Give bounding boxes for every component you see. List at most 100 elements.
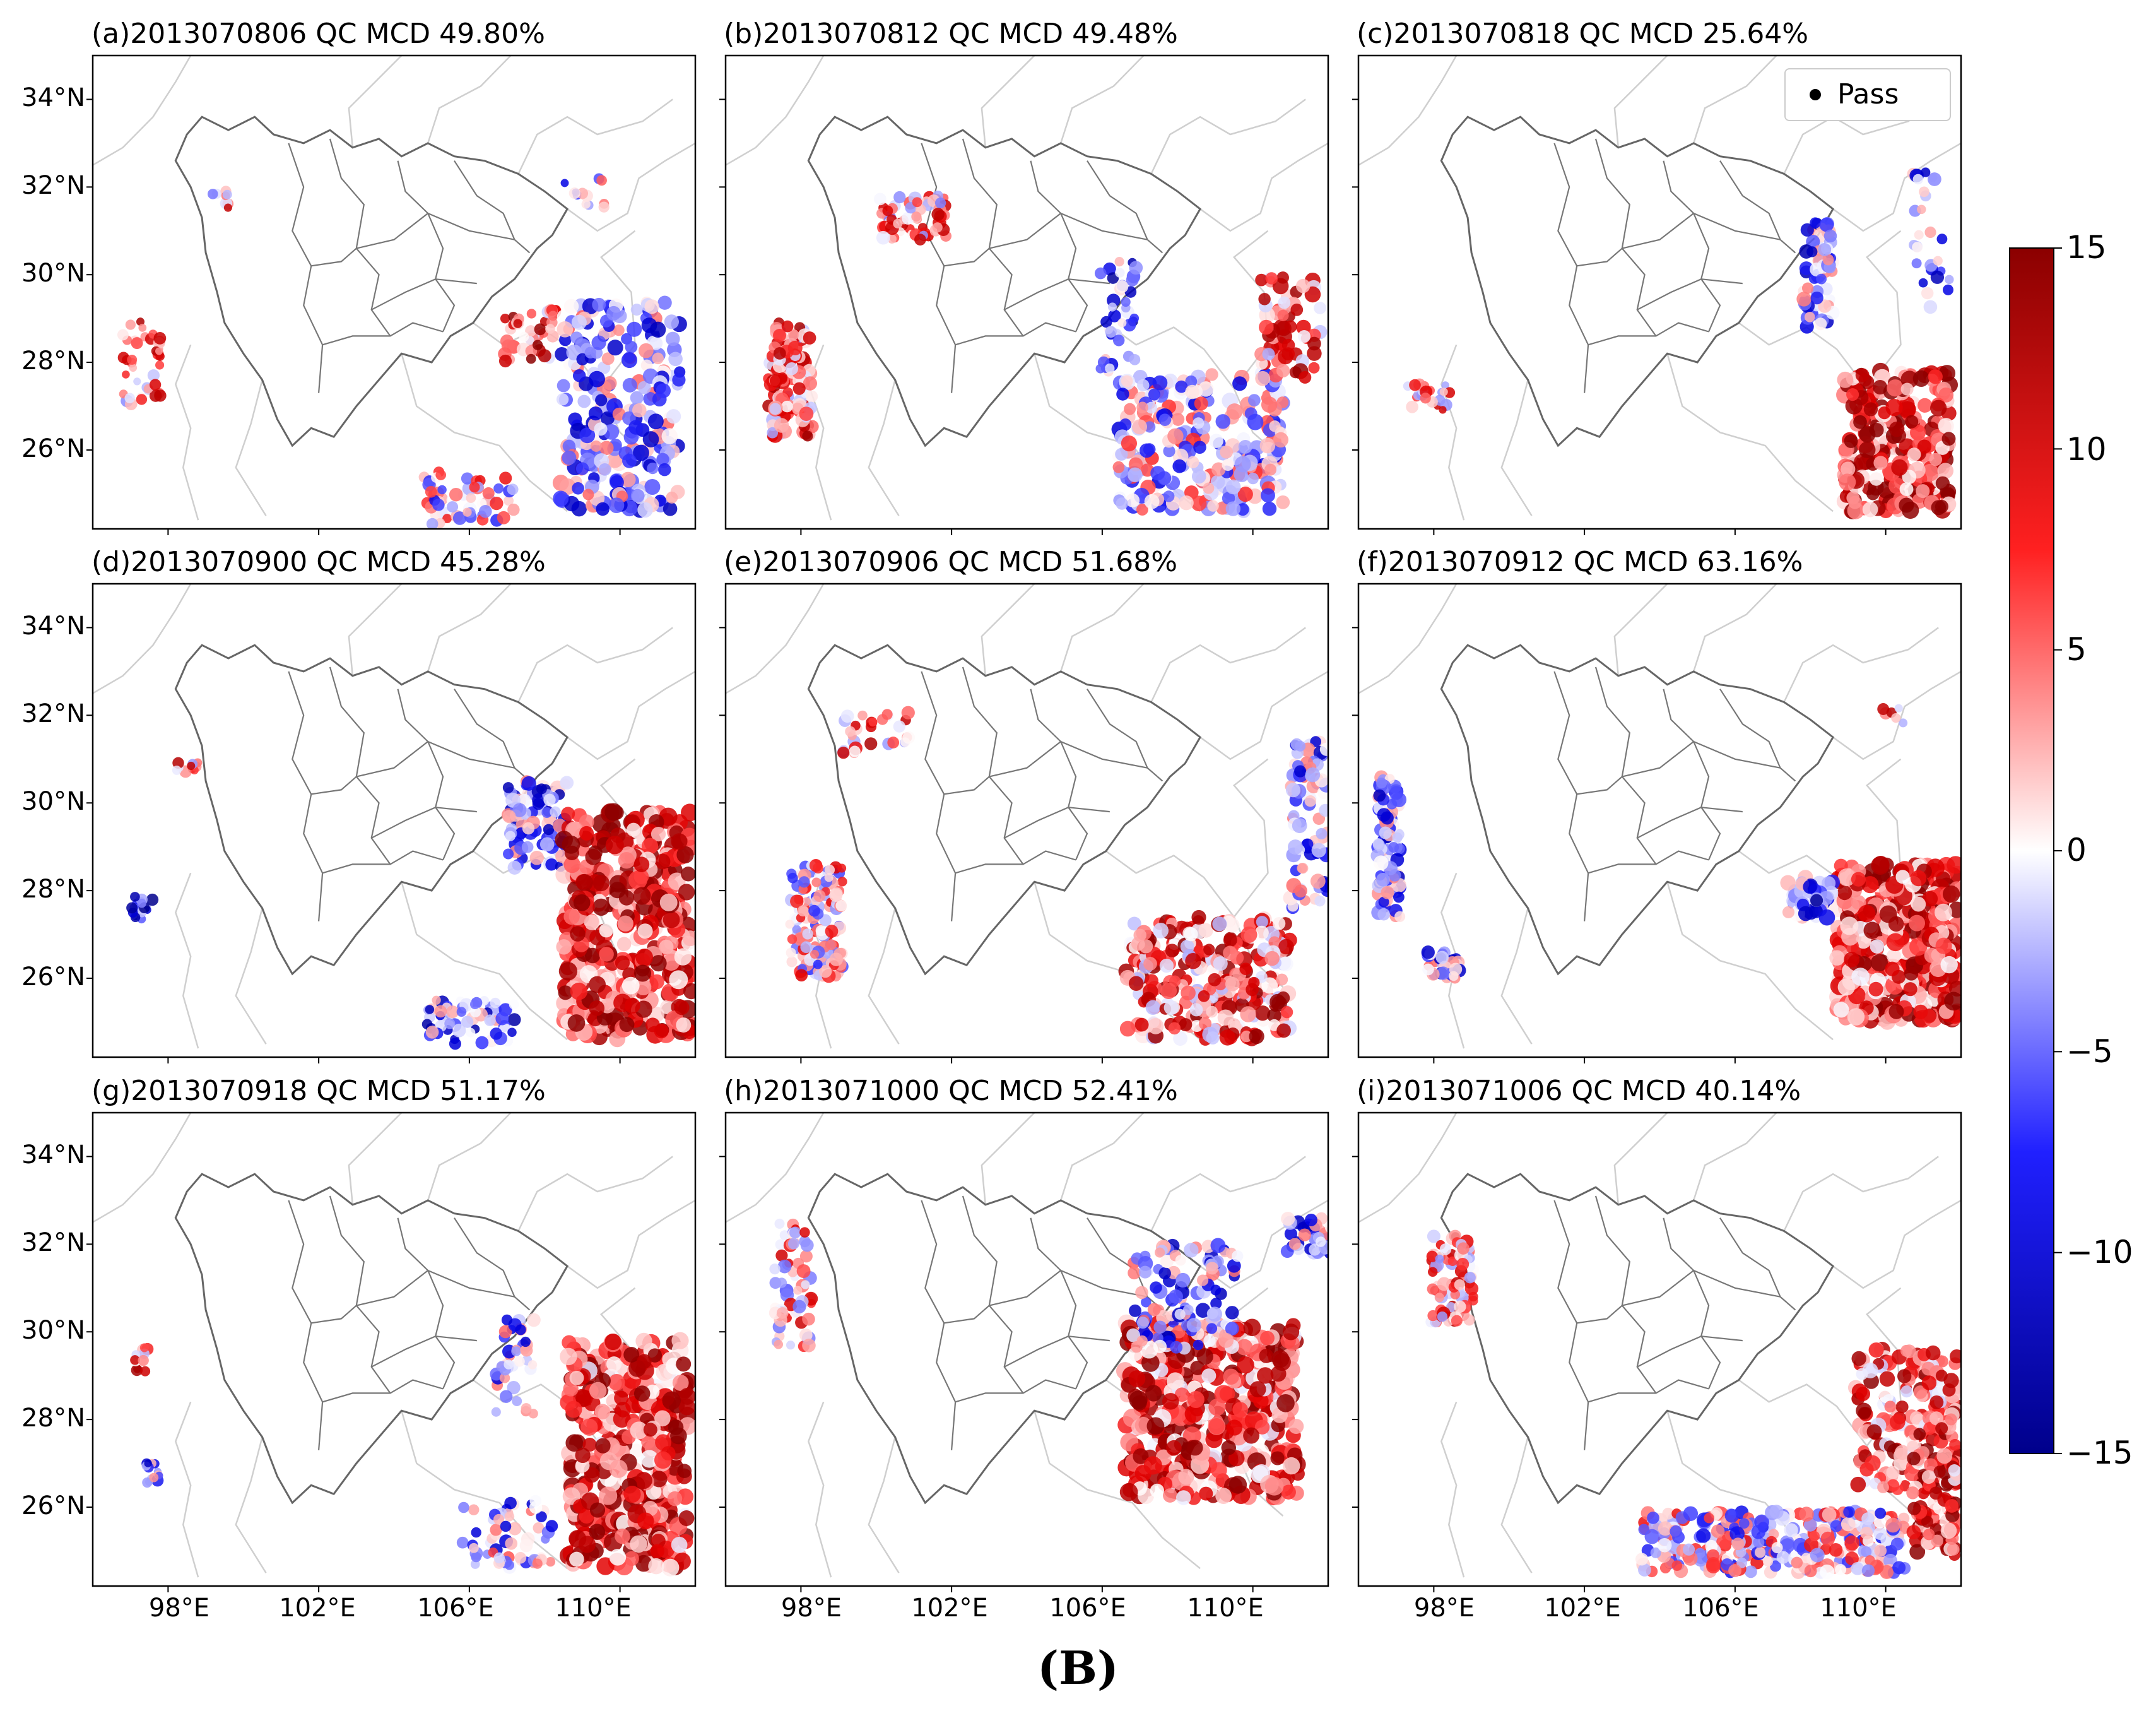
observation-point <box>584 915 600 930</box>
observation-point <box>508 1522 522 1536</box>
observation-point <box>1134 1017 1149 1032</box>
observation-point <box>1196 1348 1213 1365</box>
observation-point <box>1427 1229 1440 1243</box>
observation-point <box>434 1005 447 1018</box>
observation-point <box>503 848 514 860</box>
observation-point <box>642 1501 658 1517</box>
observation-point <box>1295 740 1306 752</box>
observation-point <box>572 482 584 495</box>
observation-point <box>1298 1228 1311 1241</box>
prefecture-boundary <box>944 1305 990 1324</box>
observation-point <box>1144 494 1160 509</box>
observation-point <box>138 1354 149 1366</box>
observation-point <box>519 331 529 342</box>
observation-point <box>650 955 667 972</box>
observation-point <box>1128 1266 1141 1280</box>
observation-point <box>657 295 672 310</box>
map-background <box>1358 1113 1961 1586</box>
observation-point <box>570 331 583 345</box>
observation-point <box>582 488 594 500</box>
observation-point <box>153 332 167 345</box>
observation-point <box>1393 891 1405 903</box>
observation-point <box>1427 1283 1439 1295</box>
observation-point <box>1257 1367 1274 1384</box>
neighbor-boundary <box>174 872 199 1049</box>
observation-point <box>1314 896 1326 907</box>
observation-point <box>629 1443 644 1458</box>
observation-point <box>803 331 816 345</box>
observation-point <box>802 928 813 940</box>
observation-point <box>1816 273 1827 285</box>
observation-point <box>493 1552 505 1564</box>
observation-point <box>1259 437 1276 454</box>
observation-point <box>1801 282 1814 294</box>
observation-point <box>811 877 822 887</box>
observation-point <box>1864 1455 1881 1472</box>
observation-point <box>1837 868 1856 887</box>
province-boundary <box>807 644 1202 976</box>
observation-point <box>1941 432 1956 446</box>
observation-point <box>1288 839 1303 855</box>
observation-point <box>1243 1427 1260 1444</box>
observation-point <box>534 323 546 336</box>
observation-point <box>1203 482 1215 494</box>
observation-point <box>1203 1334 1216 1347</box>
observation-point <box>1205 1431 1223 1448</box>
observation-point <box>137 898 146 908</box>
observation-point <box>1919 186 1929 198</box>
observation-point <box>572 369 586 382</box>
observation-point <box>819 964 832 978</box>
observation-point <box>1929 453 1943 466</box>
observation-point <box>1822 876 1836 891</box>
observation-point <box>598 201 610 213</box>
observation-point <box>1913 1004 1928 1019</box>
observation-points <box>769 1212 1328 1506</box>
observation-point <box>1210 1298 1222 1310</box>
observation-point <box>813 889 826 903</box>
observation-point <box>520 1336 531 1347</box>
observation-point <box>1319 742 1328 756</box>
observation-point <box>1301 838 1314 851</box>
observation-point <box>1264 950 1280 966</box>
observation-point <box>1420 393 1431 404</box>
observation-point <box>633 887 651 905</box>
observation-point <box>594 1404 611 1419</box>
observation-point <box>1810 217 1821 228</box>
prefecture-boundary <box>371 278 477 311</box>
observation-point <box>595 1438 611 1453</box>
observation-point <box>484 1014 496 1026</box>
observation-point <box>1833 1002 1849 1018</box>
prefecture-boundary <box>322 1379 444 1403</box>
observation-point <box>1292 818 1307 834</box>
observation-point <box>1830 1520 1842 1532</box>
map-frame <box>724 583 1329 1058</box>
observation-point <box>1225 479 1241 495</box>
neighbor-boundary <box>348 1113 403 1205</box>
prefecture-boundary <box>955 322 1076 346</box>
observation-point <box>511 1346 521 1356</box>
prefecture-boundary <box>397 689 456 860</box>
observation-point <box>1844 952 1860 968</box>
observation-point <box>1930 400 1947 417</box>
neighbor-boundary <box>401 1410 568 1570</box>
observation-point <box>1225 1322 1239 1336</box>
observation-point <box>1121 435 1138 452</box>
observation-point <box>1304 286 1321 303</box>
observation-point <box>1206 1323 1218 1334</box>
map-frame <box>724 54 1329 530</box>
neighbor-boundary <box>517 98 673 175</box>
observation-point <box>1844 1535 1860 1551</box>
observation-point <box>1846 388 1859 401</box>
observation-point <box>1878 406 1891 420</box>
observation-point <box>648 1558 664 1575</box>
prefecture-boundary <box>921 143 957 393</box>
observation-point <box>621 976 640 995</box>
observation-point <box>497 511 510 524</box>
observation-point <box>1273 432 1289 448</box>
observation-point <box>787 872 798 884</box>
observation-point <box>490 1524 502 1536</box>
observation-point <box>799 1328 813 1342</box>
prefecture-boundary <box>371 807 477 839</box>
observation-point <box>656 453 669 466</box>
observation-point <box>1850 1476 1866 1493</box>
